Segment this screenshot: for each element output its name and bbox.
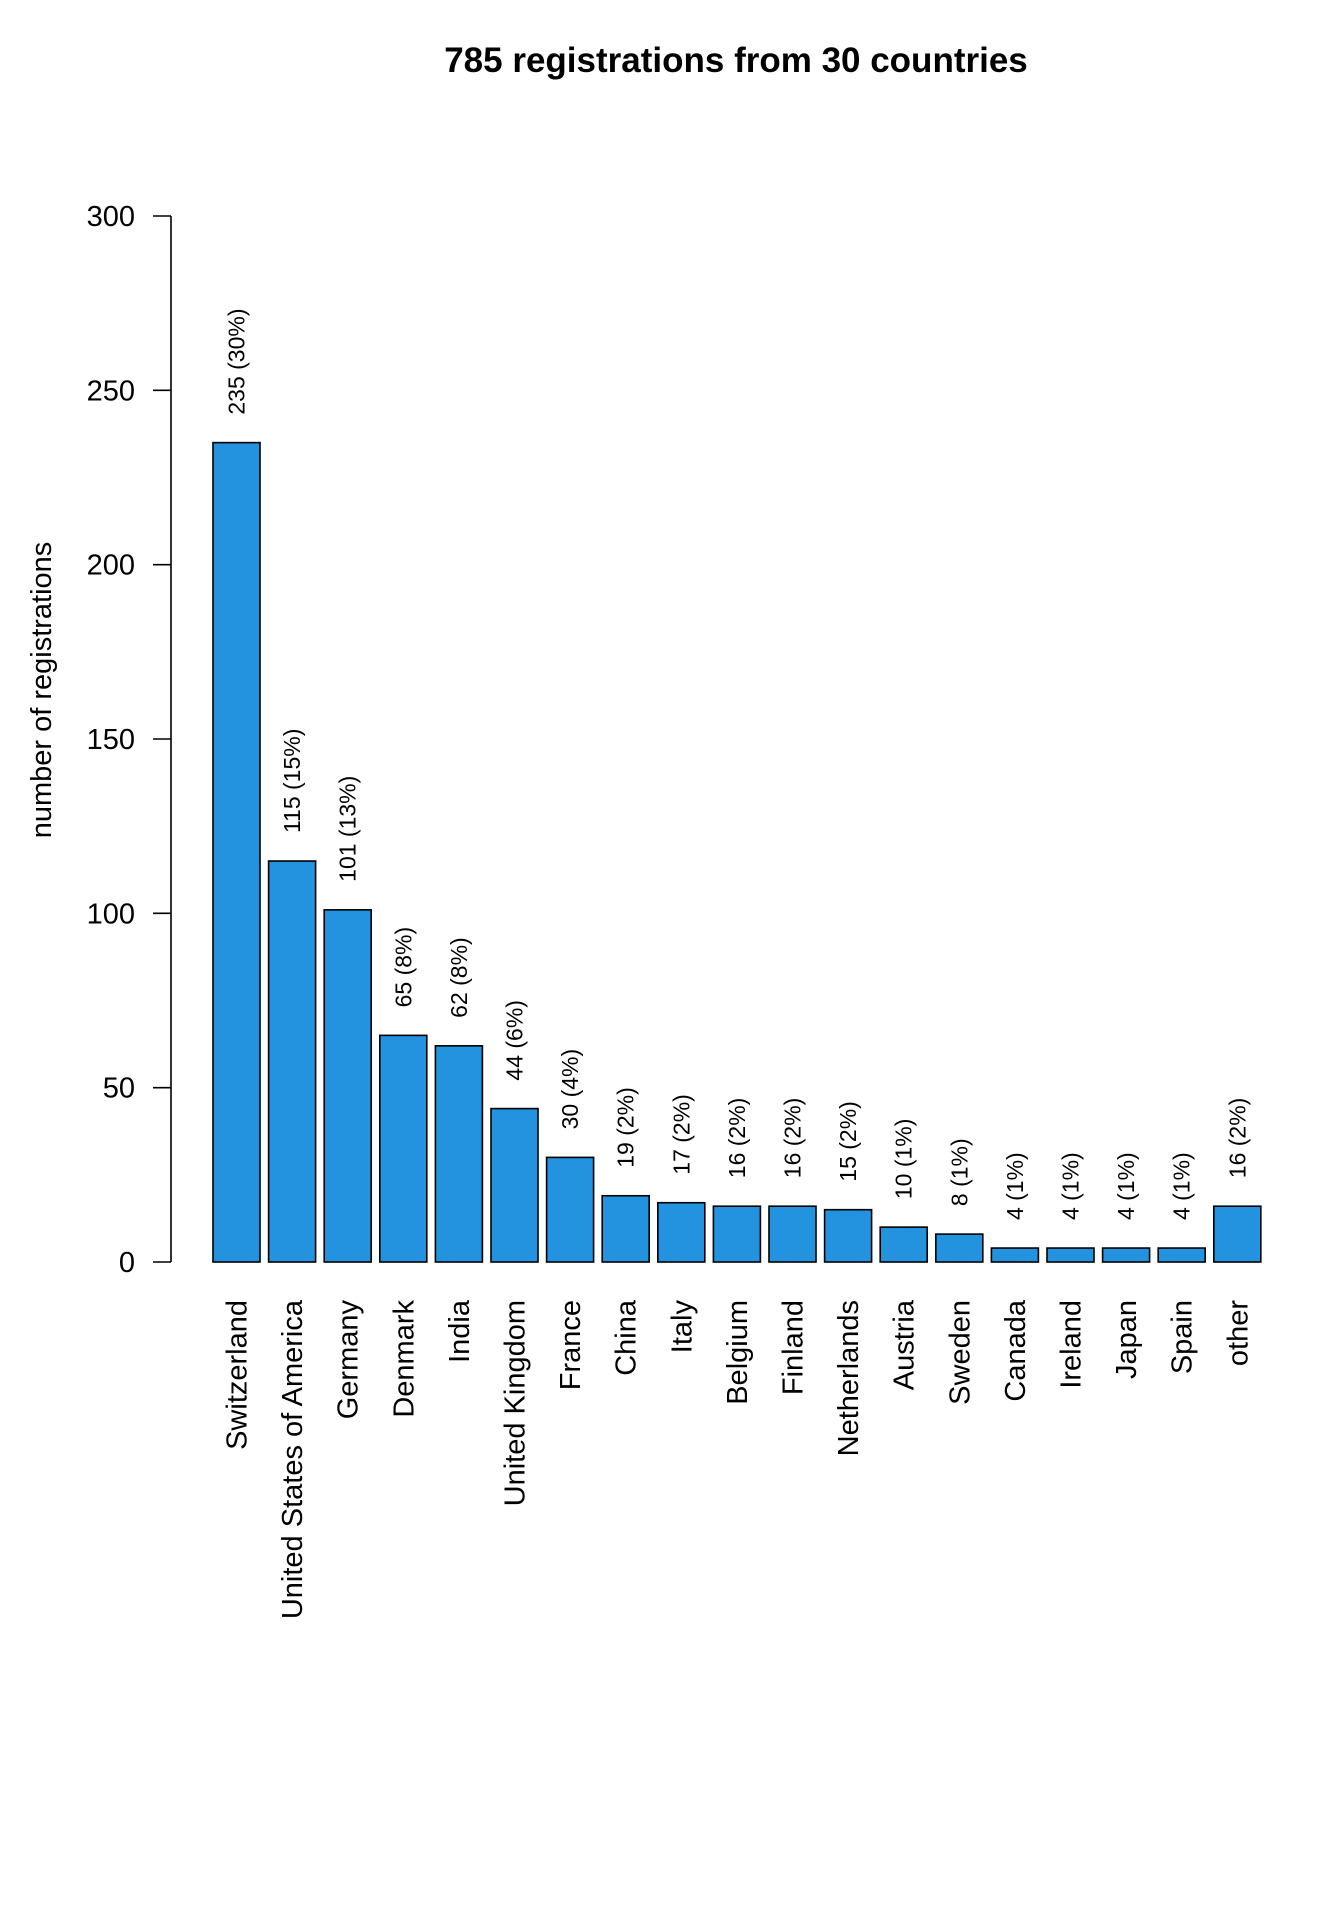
bar [1213, 1205, 1262, 1263]
bar [267, 860, 317, 1263]
y-tick-label: 300 [87, 201, 135, 233]
data-label: 19 (2%) [613, 1087, 639, 1168]
bar [434, 1045, 484, 1263]
category-label: Japan [1111, 1300, 1143, 1379]
y-tick-label: 50 [103, 1073, 135, 1105]
bar [990, 1247, 1040, 1263]
bar [378, 1034, 428, 1263]
bar [1046, 1247, 1095, 1263]
data-label: 4 (1%) [1058, 1152, 1084, 1220]
category-label: Switzerland [222, 1300, 254, 1450]
bar [323, 909, 373, 1263]
data-label: 30 (4%) [557, 1049, 583, 1130]
bar [601, 1194, 651, 1263]
category-label: Finland [778, 1300, 810, 1395]
bar [712, 1205, 762, 1263]
category-label: Italy [666, 1300, 698, 1354]
data-label: 4 (1%) [1113, 1152, 1139, 1220]
bar [545, 1156, 595, 1263]
data-label: 235 (30%) [224, 309, 250, 415]
y-tick-label: 200 [87, 550, 135, 582]
data-labels-group: 235 (30%) 115 (15%) 101 (13%) 65 (8%) 62 (8%… [224, 309, 1251, 1221]
category-labels-group: Switzerland United States of America Germa… [222, 1299, 1255, 1619]
category-label: United States of America [277, 1299, 309, 1619]
y-axis-label: number of registrations [26, 542, 58, 839]
data-label: 15 (2%) [835, 1101, 861, 1182]
bar [934, 1233, 984, 1263]
data-label: 17 (2%) [668, 1094, 694, 1175]
data-label: 101 (13%) [335, 776, 361, 882]
data-label: 115 (15%) [279, 729, 305, 833]
bars-group [212, 441, 1262, 1263]
data-label: 65 (8%) [390, 927, 416, 1008]
bar [490, 1107, 539, 1263]
chart-title: 785 registrations from 30 countries [444, 41, 1028, 80]
data-label: 62 (8%) [446, 937, 472, 1018]
category-label: United Kingdom [500, 1300, 532, 1506]
category-label: China [611, 1299, 643, 1376]
category-label: Sweden [944, 1300, 976, 1405]
bar [823, 1208, 873, 1263]
data-label: 16 (2%) [1224, 1098, 1250, 1179]
category-label: Ireland [1056, 1300, 1088, 1389]
y-axis: 0 50 100 150 200 250 300 [87, 201, 172, 1279]
bar [656, 1201, 706, 1263]
bar [768, 1205, 817, 1263]
y-tick-label: 250 [87, 375, 135, 407]
data-label: 4 (1%) [1169, 1152, 1195, 1220]
category-label: Spain [1167, 1300, 1199, 1374]
category-label: Canada [1000, 1299, 1032, 1401]
bar [1101, 1247, 1151, 1263]
category-label: Austria [889, 1299, 921, 1390]
category-label: Netherlands [833, 1300, 865, 1456]
category-label: Germany [333, 1300, 365, 1420]
category-label: Belgium [722, 1300, 754, 1405]
y-tick-label: 0 [119, 1247, 135, 1279]
data-label: 44 (6%) [502, 1000, 528, 1081]
y-tick-label: 100 [87, 898, 135, 930]
data-label: 8 (1%) [946, 1138, 972, 1206]
data-label: 4 (1%) [1002, 1152, 1028, 1220]
category-label: other [1222, 1300, 1254, 1366]
data-label: 16 (2%) [780, 1098, 806, 1179]
category-label: France [555, 1300, 587, 1390]
y-tick-label: 150 [87, 724, 135, 756]
bar [1157, 1247, 1206, 1263]
data-label: 16 (2%) [724, 1098, 750, 1179]
category-label: India [444, 1299, 476, 1363]
data-label: 10 (1%) [891, 1119, 917, 1200]
bar [879, 1226, 929, 1263]
bar [212, 441, 261, 1263]
category-label: Denmark [388, 1300, 420, 1418]
